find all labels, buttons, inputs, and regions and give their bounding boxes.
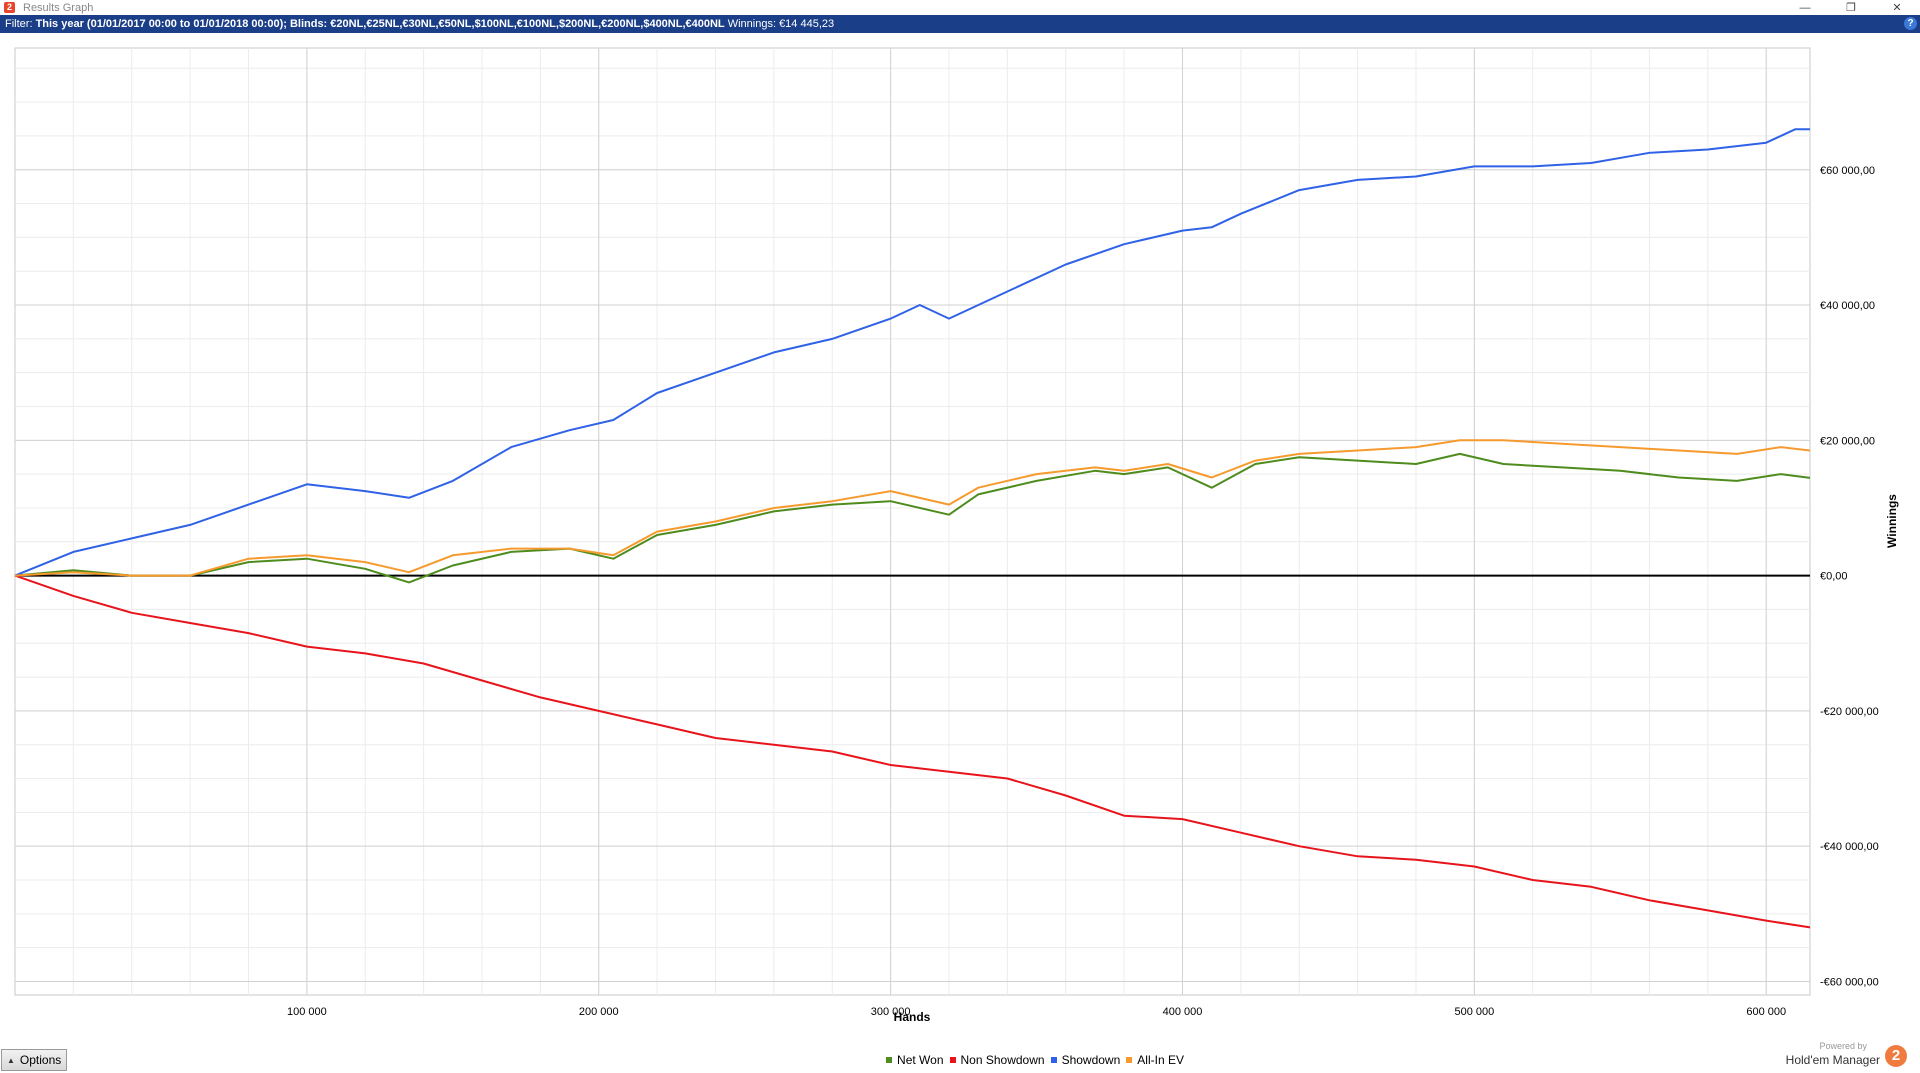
legend-label: All-In EV: [1137, 1053, 1184, 1067]
y-tick-label: -€20 000,00: [1820, 706, 1879, 718]
window-title: Results Graph: [23, 1, 94, 14]
y-axis-ticks: -€60 000,00 -€40 000,00 -€20 000,00 €0,00 €2…: [1820, 165, 1879, 989]
winnings-text: Winnings: €14 445,23: [724, 18, 835, 30]
x-tick-label: 100 000: [287, 1006, 327, 1018]
series-lines: [14, 128, 1811, 929]
series-line-all-in-ev: [14, 439, 1811, 577]
brand-name: Hold'em Manager: [1785, 1053, 1880, 1067]
expand-up-icon: ▲: [7, 1055, 15, 1065]
series-line-net-won: [14, 452, 1811, 584]
legend-item-all-in-ev[interactable]: All-In EV: [1126, 1053, 1184, 1067]
app-logo-icon: 2: [4, 2, 15, 13]
y-tick-label: -€40 000,00: [1820, 841, 1879, 853]
powered-by-text: Powered by: [1819, 1041, 1867, 1051]
legend-swatch: [949, 1057, 956, 1063]
y-tick-label: €20 000,00: [1820, 435, 1875, 447]
close-button[interactable]: ✕: [1892, 2, 1902, 14]
y-tick-label: €60 000,00: [1820, 165, 1875, 177]
grid-major: [15, 48, 1810, 995]
x-tick-label: 600 000: [1746, 1006, 1786, 1018]
brand-logo-icon: 2: [1885, 1045, 1907, 1067]
options-button[interactable]: ▲ Options: [1, 1049, 67, 1071]
series-line-showdown: [14, 128, 1810, 577]
legend-swatch: [1050, 1057, 1057, 1063]
legend-label: Non Showdown: [960, 1053, 1045, 1067]
title-bar: 2 Results Graph — ❐ ✕: [0, 0, 1920, 15]
x-tick-label: 300 000: [871, 1006, 911, 1018]
options-label: Options: [19, 1053, 62, 1067]
plot-area: [14, 47, 1811, 996]
filter-text: This year (01/01/2017 00:00 to 01/01/201…: [35, 18, 725, 30]
x-tick-label: 200 000: [579, 1006, 619, 1018]
legend-item-showdown[interactable]: Showdown: [1050, 1053, 1121, 1067]
legend: Net Won Non Showdown Showdown All-In EV: [0, 1052, 1920, 1067]
x-axis-label: Hands: [894, 1010, 931, 1024]
legend-item-non-showdown[interactable]: Non Showdown: [949, 1053, 1045, 1067]
results-chart: 100 000 200 000 300 000 400 000 500 000 600 0…: [14, 47, 1899, 1024]
y-tick-label: €0,00: [1820, 571, 1848, 583]
series-line-non-showdown: [14, 574, 1811, 929]
legend-swatch: [1126, 1057, 1133, 1063]
x-axis-ticks: 100 000 200 000 300 000 400 000 500 000 600 0…: [287, 1006, 1786, 1018]
filter-bar: Filter: This year (01/01/2017 00:00 to 0…: [0, 15, 1920, 33]
x-tick-label: 500 000: [1454, 1006, 1494, 1018]
maximize-button[interactable]: ❐: [1846, 2, 1856, 14]
filter-label: Filter:: [5, 18, 36, 30]
y-tick-label: -€60 000,00: [1820, 976, 1879, 988]
y-tick-label: €40 000,00: [1820, 300, 1875, 312]
legend-swatch: [886, 1057, 893, 1063]
legend-label: Showdown: [1061, 1053, 1121, 1067]
x-tick-label: 400 000: [1163, 1006, 1203, 1018]
y-axis-label: Winnings: [1885, 494, 1899, 548]
legend-label: Net Won: [897, 1053, 944, 1067]
legend-item-net-won[interactable]: Net Won: [886, 1053, 944, 1067]
help-icon[interactable]: ?: [1904, 17, 1917, 30]
minimize-button[interactable]: —: [1799, 1, 1811, 14]
